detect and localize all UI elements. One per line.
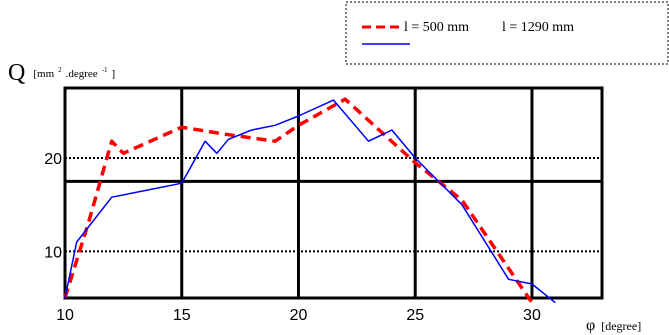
y-tick-label-20: 20 — [44, 151, 62, 168]
y-axis-unit-mid: .degree — [66, 68, 98, 80]
x-axis-unit: [degree] — [601, 319, 641, 333]
x-tick-label-30: 30 — [523, 307, 541, 324]
legend-box — [345, 1, 669, 65]
series-line-2 — [64, 99, 556, 304]
plot-area: 10 15 20 25 30 10 20 — [44, 86, 604, 324]
x-tick-label-25: 25 — [406, 307, 424, 324]
y-axis-unit-sup-1: 2 — [58, 66, 62, 74]
x-axis-label: φ [degree] — [586, 317, 641, 334]
y-tick-label-10: 10 — [44, 244, 62, 261]
y-axis-symbol: Q — [8, 60, 25, 86]
x-tick-label-20: 20 — [290, 307, 308, 324]
series-line-1 — [63, 97, 534, 304]
y-axis-unit-sup-2: -1 — [102, 66, 108, 74]
legend-label-series-2: l = 1290 mm — [502, 20, 574, 35]
y-axis-label: Q [mm 2 .degree -1 ] — [8, 59, 115, 86]
plot-frame — [63, 86, 604, 300]
legend-label-series-1: l = 500 mm — [404, 20, 469, 35]
y-axis-unit-open: [mm — [33, 68, 54, 80]
y-axis-unit-close: ] — [112, 68, 116, 80]
x-axis-symbol: φ — [586, 317, 595, 334]
x-tick-label-15: 15 — [173, 307, 191, 324]
legend: l = 500 mm l = 1290 mm — [345, 1, 669, 65]
x-tick-label-10: 10 — [56, 307, 74, 324]
